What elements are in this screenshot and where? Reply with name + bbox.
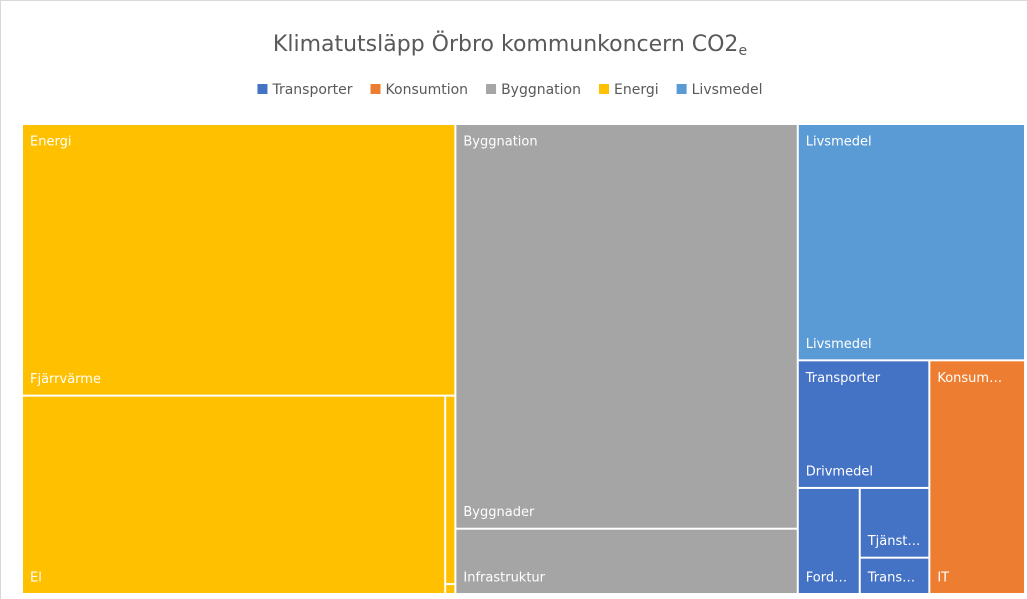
treemap-tile [456, 125, 797, 528]
treemap-tile [456, 529, 797, 593]
legend-swatch [599, 84, 609, 94]
treemap-tile [860, 558, 929, 593]
treemap-tile [23, 125, 455, 395]
legend-label: Energi [614, 82, 659, 98]
treemap-tile [860, 488, 929, 557]
treemap-tile [798, 488, 859, 593]
tile-label: Drivmedel [806, 464, 873, 479]
tile-label: Ford… [806, 571, 847, 586]
legend-label: Byggnation [501, 82, 581, 98]
tile-label: Fjärrvärme [30, 372, 101, 387]
group-label: Byggnation [463, 135, 537, 150]
tile-label: Livsmedel [806, 337, 872, 352]
treemap-tile [798, 125, 1024, 360]
chart-title: Klimatutsläpp Örbro kommunkoncern CO2e [273, 31, 747, 59]
group-label: Energi [30, 135, 71, 150]
legend-swatch [486, 84, 497, 94]
legend-label: Livsmedel [692, 82, 763, 98]
treemap-tile [798, 361, 929, 487]
title-main: Klimatutsläpp Örbro kommunkoncern CO2 [273, 31, 739, 57]
treemap-tile [23, 396, 445, 593]
tile-label: Trans… [867, 571, 915, 586]
legend: Transporter Konsumtion Byggnation Energi Liv… [257, 82, 763, 98]
group-label: Konsum… [937, 371, 1002, 386]
legend-label: Konsumtion [386, 82, 469, 98]
group-label: Transporter [805, 371, 881, 386]
group-label: Livsmedel [806, 135, 872, 150]
legend-swatch [676, 84, 687, 94]
tile-label: El [30, 571, 42, 586]
tile-label: IT [937, 571, 949, 586]
treemap-tile [930, 361, 1024, 593]
legend-swatch [257, 84, 268, 94]
legend-label: Transporter [271, 82, 352, 98]
tile-label: Infrastruktur [463, 571, 545, 586]
treemap-tile [446, 396, 455, 584]
tile-label: Byggnader [463, 505, 535, 520]
legend-swatch [370, 84, 381, 94]
title-subscript: e [738, 43, 747, 59]
treemap-tile [446, 585, 455, 593]
tile-label: Tjänst… [867, 534, 921, 549]
